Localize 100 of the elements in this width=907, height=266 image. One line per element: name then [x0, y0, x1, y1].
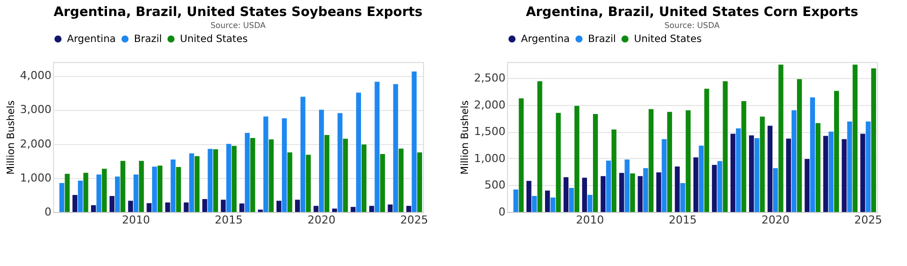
- bar: [78, 180, 83, 212]
- bar: [59, 183, 64, 212]
- bar: [268, 139, 274, 212]
- bar: [412, 72, 417, 212]
- bar: [730, 134, 736, 212]
- bar: [804, 158, 810, 212]
- bar: [232, 146, 237, 212]
- y-tick-label: 500: [484, 178, 506, 192]
- bar: [96, 174, 102, 212]
- bar: [704, 88, 710, 212]
- x-tick-label: 2025: [400, 214, 428, 226]
- legend-label: Argentina: [67, 34, 116, 45]
- bar: [282, 118, 287, 212]
- bar: [194, 156, 200, 212]
- bar: [213, 149, 218, 212]
- bar: [306, 154, 311, 212]
- bar: [134, 174, 138, 212]
- bar: [152, 166, 157, 212]
- x-tick-label: 2010: [122, 214, 150, 226]
- bar: [816, 123, 820, 212]
- y-axis-title: Million Bushels: [6, 100, 18, 175]
- bar: [760, 116, 765, 212]
- bar: [356, 92, 361, 212]
- bar: [295, 200, 300, 212]
- y-tick-label: 1,500: [474, 125, 506, 138]
- bar: [526, 180, 532, 212]
- bar: [165, 202, 170, 212]
- x-tick-label: 2010: [576, 214, 604, 226]
- bar: [792, 110, 796, 212]
- bar: [537, 81, 542, 212]
- bar: [513, 190, 518, 212]
- bar: [550, 198, 556, 212]
- bar: [588, 194, 592, 212]
- bar: [768, 126, 772, 212]
- bar: [250, 138, 256, 212]
- bar: [146, 203, 152, 212]
- bar: [184, 202, 189, 212]
- bar: [388, 204, 393, 212]
- bar: [398, 148, 404, 212]
- y-tick-label: 0: [498, 206, 506, 218]
- bar: [860, 134, 866, 212]
- chart-title: Argentina, Brazil, United States Corn Exports: [526, 5, 858, 20]
- bar: [630, 173, 635, 212]
- bar: [871, 68, 876, 212]
- bar: [786, 138, 792, 212]
- bar: [662, 139, 667, 212]
- bar: [638, 176, 643, 212]
- bar: [72, 194, 78, 212]
- bar: [138, 160, 144, 212]
- bar: [778, 64, 784, 212]
- bar: [693, 157, 698, 212]
- bar: [842, 139, 847, 212]
- x-tick-label: 2025: [854, 214, 882, 226]
- bar: [741, 101, 746, 212]
- bar: [374, 82, 380, 212]
- bar: [810, 97, 815, 212]
- bar: [667, 112, 672, 212]
- bar: [362, 144, 366, 212]
- bar: [749, 135, 754, 212]
- y-tick-label: 2,500: [474, 72, 506, 85]
- legend-label: Brazil: [588, 34, 616, 45]
- bar: [64, 174, 70, 212]
- bar: [417, 152, 422, 212]
- bar: [773, 168, 778, 212]
- bar: [606, 160, 611, 212]
- bar: [847, 121, 852, 212]
- bar: [612, 130, 616, 212]
- bar: [545, 190, 550, 212]
- bar: [674, 166, 680, 212]
- bar: [202, 199, 208, 212]
- bar: [656, 172, 662, 212]
- bar: [332, 208, 338, 212]
- bar: [574, 106, 580, 212]
- bar: [189, 153, 194, 212]
- x-tick-label: 2020: [307, 214, 336, 226]
- bar: [115, 176, 120, 212]
- legend-label: United States: [180, 34, 248, 45]
- bar: [226, 144, 232, 212]
- bar: [276, 200, 282, 212]
- bar: [796, 79, 802, 212]
- y-tick-label: 1,000: [20, 171, 52, 184]
- chart-subtitle: Source: USDA: [210, 21, 266, 30]
- bar: [722, 81, 728, 212]
- bar: [120, 160, 126, 212]
- y-tick-label: 2,000: [474, 98, 506, 112]
- bar: [564, 177, 568, 212]
- bar: [110, 196, 114, 212]
- bar: [128, 200, 134, 212]
- bar: [300, 96, 306, 212]
- bar: [518, 98, 524, 212]
- bar: [852, 64, 858, 212]
- bar: [624, 160, 630, 212]
- x-tick-label: 2020: [761, 214, 790, 226]
- x-tick-label: 2015: [214, 214, 243, 226]
- bar: [324, 134, 330, 212]
- bar: [102, 168, 107, 212]
- bar: [823, 136, 828, 212]
- bar: [380, 154, 385, 212]
- bar: [698, 146, 704, 212]
- bar: [83, 172, 88, 212]
